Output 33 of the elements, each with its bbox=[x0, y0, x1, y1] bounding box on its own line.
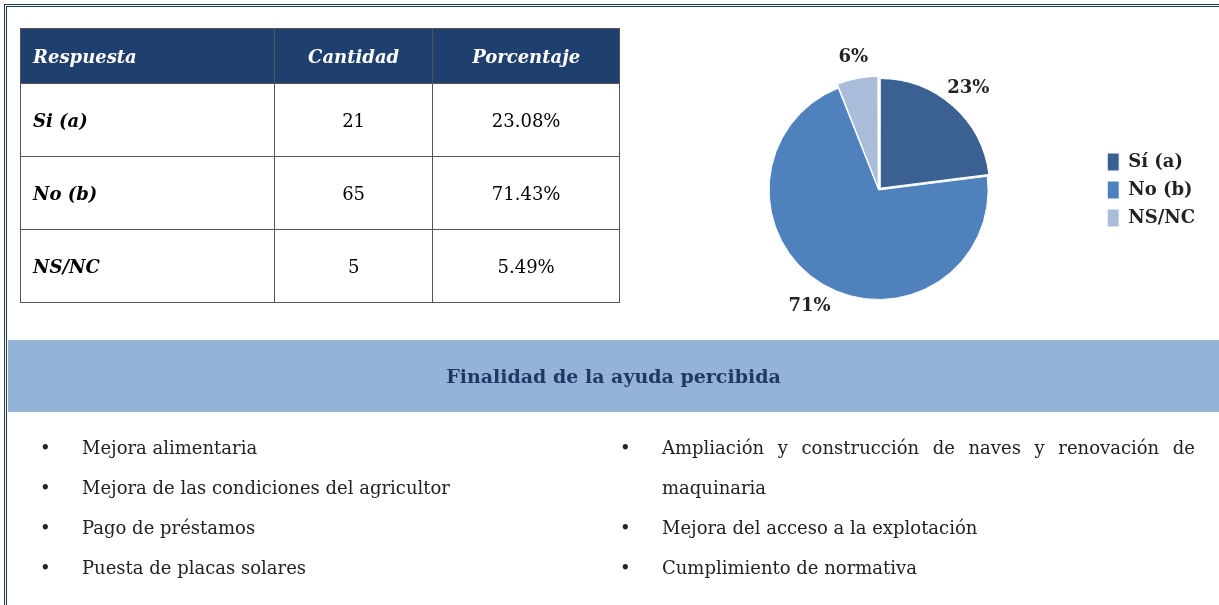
text: Pago de préstamos bbox=[82, 516, 257, 540]
text: 21 bbox=[274, 83, 433, 157]
text: • bbox=[40, 517, 51, 538]
text: • bbox=[40, 477, 51, 498]
legend-label: Sí (a) bbox=[1128, 149, 1184, 171]
text: Mejora de las condiciones del agricultor bbox=[82, 476, 451, 500]
text: • bbox=[620, 557, 631, 578]
text: • bbox=[40, 557, 51, 578]
data-label: 71% bbox=[788, 294, 831, 316]
text: Mejora alimentaria bbox=[82, 436, 259, 460]
text: Cantidad bbox=[274, 28, 433, 84]
text: 71.43% bbox=[432, 156, 620, 230]
text: Puesta de placas solares bbox=[82, 556, 307, 580]
text: NS/NC bbox=[20, 229, 275, 303]
text: Porcentaje bbox=[432, 28, 620, 84]
legend-label: NS/NC bbox=[1128, 205, 1196, 227]
data-label: 6% bbox=[838, 44, 869, 66]
text: 5 bbox=[274, 229, 433, 303]
text: • bbox=[620, 436, 632, 460]
text: No (b) bbox=[20, 156, 275, 230]
text: Finalidad de la ayuda percibida bbox=[8, 340, 1219, 412]
text: Respuesta bbox=[20, 28, 275, 84]
text: 5.49% bbox=[432, 229, 620, 303]
text: • bbox=[40, 437, 51, 458]
text: • bbox=[620, 517, 631, 538]
text: Cumplimiento de normativa bbox=[662, 556, 918, 580]
data-label: 23% bbox=[947, 76, 990, 98]
text: Mejora del acceso a la explotación bbox=[662, 516, 979, 540]
legend-label: No (b) bbox=[1128, 177, 1193, 199]
text: Ampliación y construcción de naves y renovación de maquinaria bbox=[662, 436, 1195, 500]
text: 23.08% bbox=[432, 83, 620, 157]
text: Si (a) bbox=[20, 83, 275, 157]
text: 65 bbox=[274, 156, 433, 230]
